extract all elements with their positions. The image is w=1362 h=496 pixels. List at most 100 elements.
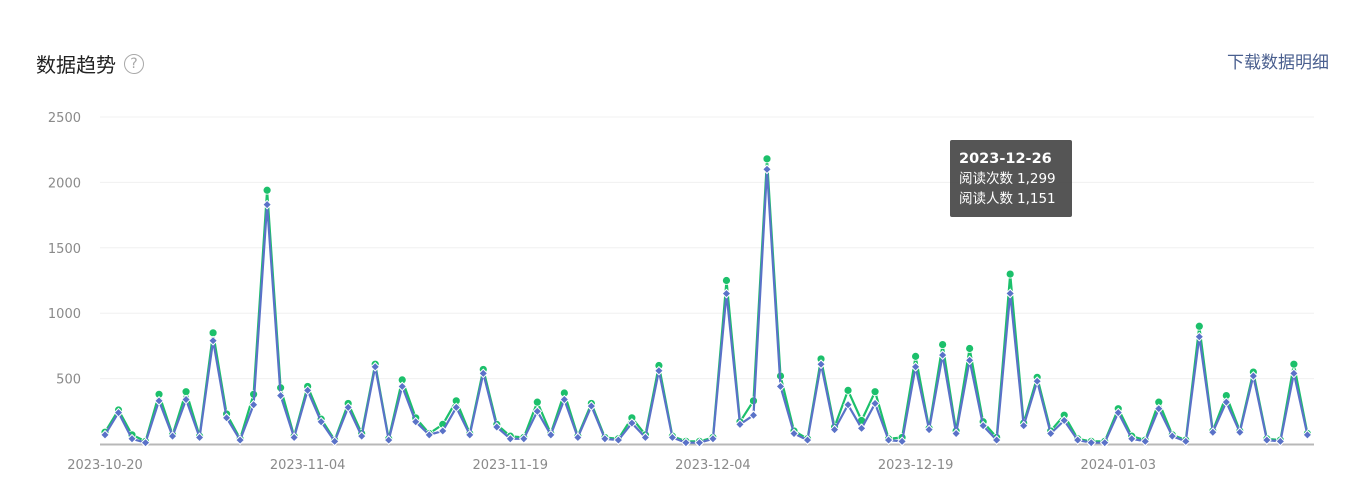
- data-point[interactable]: [694, 437, 705, 448]
- data-point[interactable]: [870, 387, 880, 397]
- data-point[interactable]: [843, 399, 853, 410]
- data-point[interactable]: [1113, 407, 1124, 418]
- data-point[interactable]: [667, 432, 678, 443]
- data-point[interactable]: [1207, 427, 1218, 438]
- data-point[interactable]: [154, 395, 164, 406]
- data-point[interactable]: [735, 419, 745, 430]
- data-point[interactable]: [181, 387, 191, 397]
- data-point[interactable]: [1099, 437, 1110, 448]
- data-point[interactable]: [613, 435, 624, 445]
- data-point[interactable]: [1140, 436, 1151, 447]
- data-point[interactable]: [437, 426, 448, 436]
- data-point[interactable]: [1059, 415, 1070, 426]
- data-point[interactable]: [1167, 431, 1178, 442]
- data-point[interactable]: [1194, 321, 1204, 331]
- data-point[interactable]: [924, 424, 935, 435]
- data-point[interactable]: [1086, 437, 1097, 448]
- data-point[interactable]: [937, 350, 948, 360]
- data-point[interactable]: [316, 416, 327, 427]
- data-point[interactable]: [1018, 420, 1029, 431]
- data-point[interactable]: [167, 431, 178, 442]
- data-point[interactable]: [654, 365, 664, 376]
- data-point[interactable]: [762, 154, 772, 164]
- data-point[interactable]: [1234, 427, 1245, 438]
- data-point[interactable]: [1072, 435, 1083, 445]
- data-point[interactable]: [938, 340, 948, 349]
- data-point[interactable]: [722, 276, 731, 285]
- data-point[interactable]: [965, 344, 975, 353]
- data-point[interactable]: [721, 288, 732, 299]
- data-point[interactable]: [370, 361, 381, 372]
- data-point[interactable]: [964, 355, 975, 366]
- data-point[interactable]: [1180, 436, 1191, 447]
- data-point[interactable]: [545, 429, 556, 440]
- data-point[interactable]: [356, 431, 367, 442]
- data-point[interactable]: [1005, 269, 1015, 279]
- data-point[interactable]: [451, 402, 462, 413]
- data-point[interactable]: [532, 406, 543, 417]
- data-point[interactable]: [221, 412, 232, 423]
- data-point[interactable]: [910, 361, 921, 372]
- data-point[interactable]: [1153, 403, 1164, 414]
- data-point[interactable]: [897, 436, 907, 447]
- data-point[interactable]: [708, 433, 718, 444]
- data-point[interactable]: [127, 433, 137, 444]
- data-point[interactable]: [802, 435, 813, 445]
- data-point[interactable]: [532, 397, 542, 407]
- data-point[interactable]: [113, 407, 124, 418]
- data-point[interactable]: [1005, 288, 1016, 299]
- data-point[interactable]: [681, 437, 691, 448]
- data-point[interactable]: [424, 429, 435, 440]
- data-point[interactable]: [829, 424, 840, 435]
- data-point[interactable]: [140, 437, 151, 448]
- data-point[interactable]: [911, 351, 920, 361]
- data-point[interactable]: [789, 428, 799, 439]
- data-point[interactable]: [883, 435, 894, 445]
- data-point[interactable]: [559, 394, 570, 405]
- data-point[interactable]: [1032, 376, 1043, 387]
- data-point[interactable]: [1194, 331, 1205, 342]
- data-point[interactable]: [748, 410, 759, 421]
- help-icon[interactable]: ?: [124, 54, 144, 74]
- data-point[interactable]: [235, 435, 246, 445]
- data-point[interactable]: [100, 429, 110, 440]
- data-point[interactable]: [978, 420, 989, 431]
- data-point[interactable]: [262, 199, 273, 210]
- data-point[interactable]: [275, 390, 286, 401]
- data-point[interactable]: [572, 432, 583, 443]
- data-point[interactable]: [302, 385, 313, 396]
- data-point[interactable]: [843, 385, 853, 395]
- data-point[interactable]: [248, 399, 259, 410]
- data-point[interactable]: [329, 436, 340, 447]
- data-point[interactable]: [343, 402, 354, 413]
- data-point[interactable]: [505, 433, 516, 444]
- data-point[interactable]: [816, 359, 826, 370]
- data-point[interactable]: [1126, 433, 1137, 444]
- data-point[interactable]: [640, 432, 651, 443]
- data-point[interactable]: [586, 401, 597, 411]
- data-point[interactable]: [626, 418, 637, 428]
- data-point[interactable]: [1221, 397, 1232, 408]
- data-point[interactable]: [775, 381, 786, 392]
- data-point[interactable]: [262, 185, 272, 195]
- data-point[interactable]: [410, 416, 421, 427]
- data-point[interactable]: [870, 398, 880, 409]
- data-point[interactable]: [1261, 435, 1272, 445]
- data-point[interactable]: [208, 335, 218, 346]
- data-point[interactable]: [181, 394, 191, 405]
- data-point[interactable]: [951, 428, 962, 439]
- data-point[interactable]: [289, 432, 300, 443]
- data-point[interactable]: [1045, 428, 1056, 439]
- data-point[interactable]: [1275, 436, 1286, 447]
- data-point[interactable]: [491, 422, 502, 432]
- data-point[interactable]: [383, 435, 394, 445]
- data-point[interactable]: [208, 328, 218, 338]
- data-point[interactable]: [518, 433, 529, 444]
- data-point[interactable]: [194, 432, 205, 443]
- data-point[interactable]: [762, 164, 772, 175]
- data-point[interactable]: [397, 381, 408, 392]
- data-point[interactable]: [991, 435, 1002, 445]
- data-point[interactable]: [1302, 429, 1313, 440]
- data-point[interactable]: [856, 423, 867, 434]
- data-point[interactable]: [1289, 359, 1299, 369]
